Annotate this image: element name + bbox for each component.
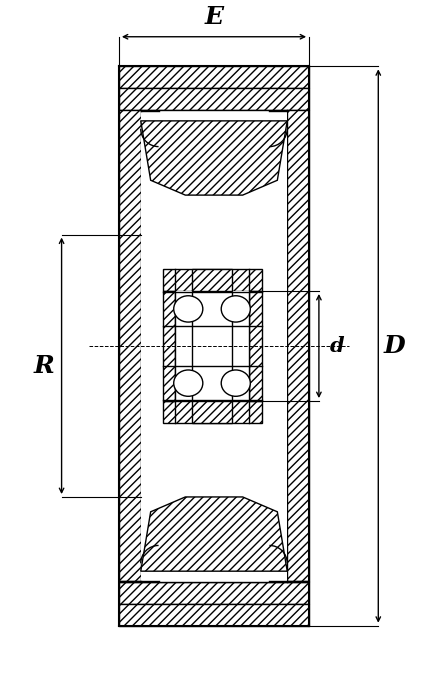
Text: R: R xyxy=(33,354,54,378)
Bar xyxy=(119,604,309,626)
Ellipse shape xyxy=(221,370,250,396)
Bar xyxy=(192,291,232,401)
Bar xyxy=(287,110,309,581)
Bar xyxy=(249,291,262,401)
Ellipse shape xyxy=(174,370,203,396)
Bar xyxy=(119,66,309,88)
Text: E: E xyxy=(205,5,223,29)
Text: d: d xyxy=(330,336,344,356)
Bar xyxy=(119,581,141,582)
Bar xyxy=(119,110,141,581)
Bar xyxy=(119,582,309,604)
Polygon shape xyxy=(141,121,287,195)
Bar xyxy=(163,291,175,401)
Ellipse shape xyxy=(174,295,203,322)
Ellipse shape xyxy=(221,295,250,322)
Bar xyxy=(141,110,287,581)
Text: D: D xyxy=(383,334,405,358)
Bar xyxy=(119,88,309,110)
Polygon shape xyxy=(141,497,287,571)
Bar xyxy=(163,269,262,291)
Bar xyxy=(287,581,309,582)
Bar xyxy=(175,291,249,401)
Bar xyxy=(192,269,232,423)
Bar xyxy=(163,401,262,423)
Bar xyxy=(141,581,287,582)
